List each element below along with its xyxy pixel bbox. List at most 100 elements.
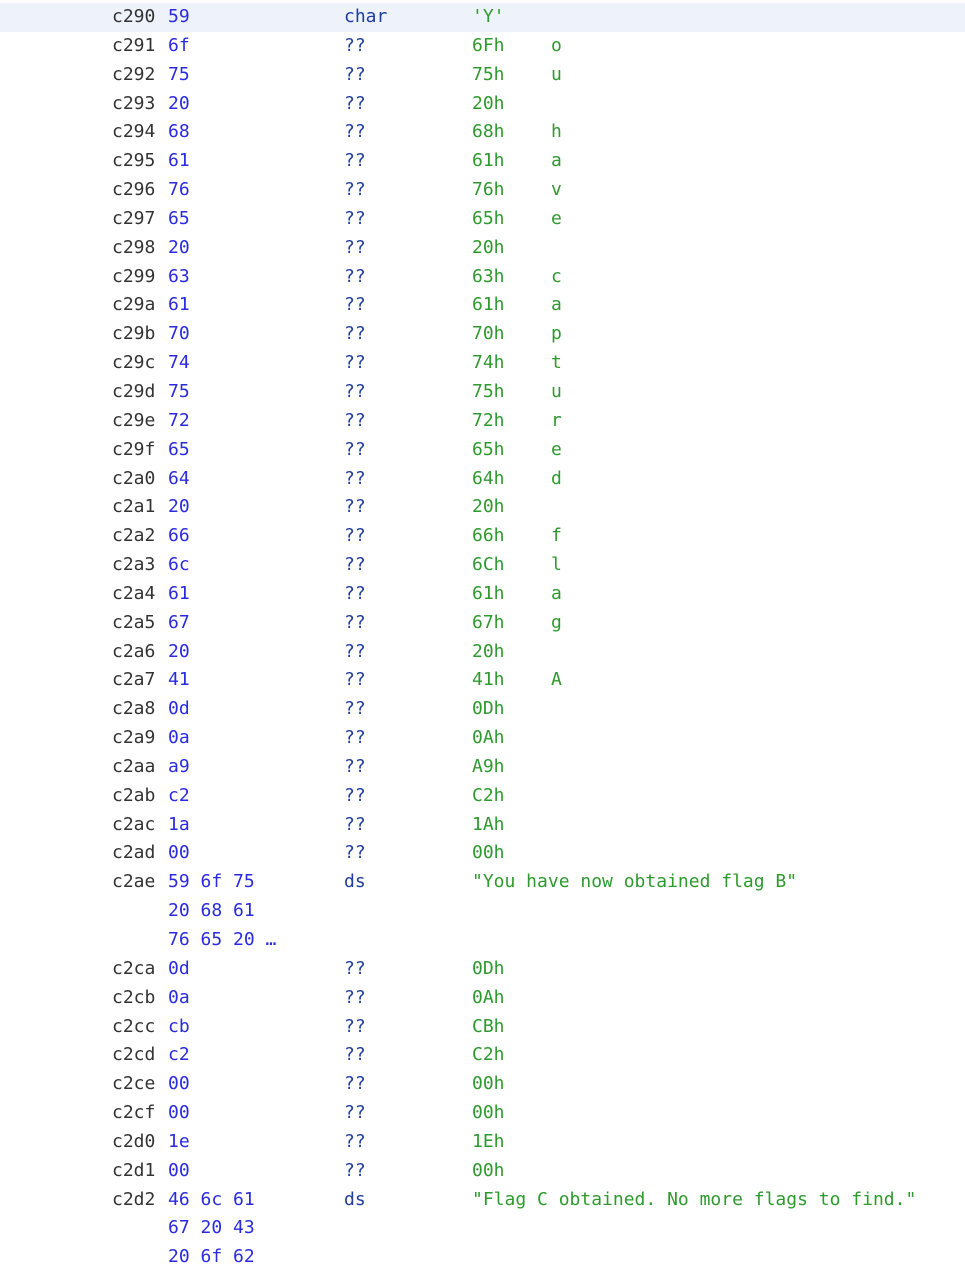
listing-row[interactable]: c2a4 61?? 61h a bbox=[0, 580, 965, 609]
bytes-cell[interactable]: 75 bbox=[168, 380, 190, 402]
address-cell[interactable]: c290 bbox=[112, 6, 156, 27]
listing-row[interactable]: 67 20 43 bbox=[0, 1214, 965, 1243]
disassembly-listing[interactable]: c290 59 char 'Y' c291 6f?? 6Fh o c292 75?? 75h u c29… bbox=[0, 3, 965, 1272]
char-cell[interactable]: g bbox=[551, 611, 562, 633]
listing-row[interactable]: c2ae 59 6f 75 ds "You have now obtained fla… bbox=[0, 868, 965, 897]
listing-row[interactable]: c298 20?? 20h bbox=[0, 234, 965, 263]
address-cell[interactable]: c2a2 bbox=[112, 525, 156, 547]
listing-row[interactable]: c29a 61?? 61h a bbox=[0, 291, 965, 320]
bytes-cell[interactable]: 59 bbox=[168, 6, 190, 27]
bytes-cell[interactable]: 0a bbox=[168, 986, 190, 1008]
bytes-cell[interactable]: 76 65 20 … bbox=[168, 929, 277, 950]
bytes-cell[interactable]: 63 bbox=[168, 265, 190, 287]
listing-row[interactable]: c2a0 64?? 64h d bbox=[0, 465, 965, 494]
address-cell[interactable]: c2a1 bbox=[112, 496, 156, 518]
address-cell[interactable]: c292 bbox=[112, 63, 156, 85]
mnemonic-cell[interactable]: ?? bbox=[344, 842, 366, 864]
bytes-cell[interactable]: cb bbox=[168, 1015, 190, 1037]
operand-cell[interactable]: 00h bbox=[472, 1102, 505, 1124]
operand-cell[interactable]: 61h bbox=[472, 582, 505, 604]
address-cell[interactable]: c2ce bbox=[112, 1073, 156, 1095]
listing-row[interactable]: c291 6f?? 6Fh o bbox=[0, 32, 965, 61]
mnemonic-cell[interactable]: ?? bbox=[344, 640, 366, 662]
address-cell[interactable]: c298 bbox=[112, 236, 156, 258]
listing-row[interactable]: c2cc cb?? CBh bbox=[0, 1013, 965, 1042]
mnemonic-cell[interactable]: ?? bbox=[344, 438, 366, 460]
mnemonic-cell[interactable]: ?? bbox=[344, 1044, 366, 1066]
mnemonic-cell[interactable]: ?? bbox=[344, 380, 366, 402]
char-cell[interactable]: d bbox=[551, 467, 562, 489]
listing-row[interactable]: c295 61?? 61h a bbox=[0, 147, 965, 176]
bytes-cell[interactable]: 65 bbox=[168, 207, 190, 229]
bytes-cell[interactable]: 20 68 61 bbox=[168, 900, 255, 922]
operand-cell[interactable]: 1Ah bbox=[472, 813, 505, 835]
address-cell[interactable]: c299 bbox=[112, 265, 156, 287]
operand-cell[interactable]: 6Ch bbox=[472, 554, 505, 576]
operand-cell[interactable]: 00h bbox=[472, 842, 505, 864]
listing-row[interactable]: c2cb 0a?? 0Ah bbox=[0, 984, 965, 1013]
char-cell[interactable]: r bbox=[551, 409, 562, 431]
address-cell[interactable]: c29f bbox=[112, 438, 156, 460]
operand-cell[interactable]: 76h bbox=[472, 179, 505, 201]
mnemonic-cell[interactable]: ?? bbox=[344, 957, 366, 979]
operand-cell[interactable]: 1Eh bbox=[472, 1130, 505, 1152]
char-cell[interactable]: c bbox=[551, 265, 562, 287]
bytes-cell[interactable]: 67 bbox=[168, 611, 190, 633]
address-cell[interactable]: c295 bbox=[112, 150, 156, 172]
listing-row[interactable]: c293 20?? 20h bbox=[0, 90, 965, 119]
address-cell[interactable]: c2d2 bbox=[112, 1188, 156, 1210]
listing-row[interactable]: c290 59 char 'Y' bbox=[0, 3, 965, 32]
mnemonic-cell[interactable]: ?? bbox=[344, 236, 366, 258]
bytes-cell[interactable]: 1a bbox=[168, 813, 190, 835]
bytes-cell[interactable]: 00 bbox=[168, 1159, 190, 1181]
operand-cell[interactable]: 65h bbox=[472, 438, 505, 460]
bytes-cell[interactable]: 0d bbox=[168, 957, 190, 979]
mnemonic-cell[interactable]: ds bbox=[344, 871, 366, 893]
mnemonic-cell[interactable]: ?? bbox=[344, 1130, 366, 1152]
address-cell[interactable]: c2a6 bbox=[112, 640, 156, 662]
listing-row[interactable]: c29d 75?? 75h u bbox=[0, 378, 965, 407]
mnemonic-cell[interactable]: ?? bbox=[344, 352, 366, 374]
address-cell[interactable]: c2a8 bbox=[112, 698, 156, 720]
bytes-cell[interactable]: 46 6c 61 bbox=[168, 1188, 255, 1210]
address-cell[interactable]: c2cf bbox=[112, 1102, 156, 1124]
mnemonic-cell[interactable]: ?? bbox=[344, 554, 366, 576]
bytes-cell[interactable]: 61 bbox=[168, 582, 190, 604]
operand-cell[interactable]: 63h bbox=[472, 265, 505, 287]
address-cell[interactable]: c2cb bbox=[112, 986, 156, 1008]
address-cell[interactable]: c29b bbox=[112, 323, 156, 345]
bytes-cell[interactable]: 20 bbox=[168, 640, 190, 662]
listing-row[interactable]: c2cd c2?? C2h bbox=[0, 1041, 965, 1070]
mnemonic-cell[interactable]: ?? bbox=[344, 582, 366, 604]
char-cell[interactable]: A bbox=[551, 669, 562, 691]
mnemonic-cell[interactable]: ?? bbox=[344, 611, 366, 633]
listing-row[interactable]: c2a3 6c?? 6Ch l bbox=[0, 551, 965, 580]
listing-row[interactable]: c299 63?? 63h c bbox=[0, 263, 965, 292]
char-cell[interactable]: e bbox=[551, 207, 562, 229]
address-cell[interactable]: c2ae bbox=[112, 871, 156, 893]
operand-cell[interactable]: 0Ah bbox=[472, 727, 505, 749]
char-cell[interactable]: o bbox=[551, 34, 562, 56]
mnemonic-cell[interactable]: ?? bbox=[344, 92, 366, 114]
listing-row[interactable]: c2d2 46 6c 61 ds "Flag C obtained. No more … bbox=[0, 1186, 965, 1215]
char-cell[interactable]: f bbox=[551, 525, 562, 547]
listing-row[interactable]: c2d0 1e?? 1Eh bbox=[0, 1128, 965, 1157]
mnemonic-cell[interactable]: ?? bbox=[344, 34, 366, 56]
bytes-cell[interactable]: 0d bbox=[168, 698, 190, 720]
address-cell[interactable]: c297 bbox=[112, 207, 156, 229]
listing-row[interactable]: c2d1 00?? 00h bbox=[0, 1157, 965, 1186]
bytes-cell[interactable]: 0a bbox=[168, 727, 190, 749]
bytes-cell[interactable]: 1e bbox=[168, 1130, 190, 1152]
char-cell[interactable]: a bbox=[551, 582, 562, 604]
char-cell[interactable]: u bbox=[551, 63, 562, 85]
operand-cell[interactable]: 0Dh bbox=[472, 957, 505, 979]
address-cell[interactable]: c2cd bbox=[112, 1044, 156, 1066]
address-cell[interactable]: c2ad bbox=[112, 842, 156, 864]
bytes-cell[interactable]: 67 20 43 bbox=[168, 1217, 255, 1239]
listing-row[interactable]: 20 6f 62 bbox=[0, 1243, 965, 1272]
address-cell[interactable]: c29e bbox=[112, 409, 156, 431]
address-cell[interactable]: c29a bbox=[112, 294, 156, 316]
char-cell[interactable]: h bbox=[551, 121, 562, 143]
address-cell[interactable]: c2ac bbox=[112, 813, 156, 835]
address-cell[interactable]: c2a5 bbox=[112, 611, 156, 633]
